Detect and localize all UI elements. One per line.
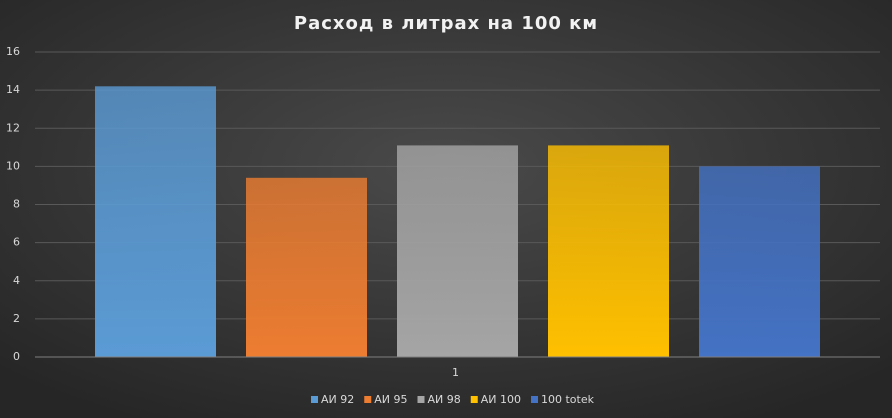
- bar: [699, 166, 820, 357]
- bar: [548, 145, 669, 357]
- legend-marker: [531, 396, 538, 403]
- y-tick-label: 2: [13, 312, 20, 325]
- y-tick-label: 12: [6, 121, 20, 134]
- bar: [246, 177, 367, 357]
- legend-marker: [470, 396, 478, 403]
- legend-label: 100 totek: [541, 393, 595, 406]
- y-tick-label: 10: [6, 159, 20, 172]
- legend-label: АИ 100: [481, 393, 521, 406]
- legend-marker: [417, 396, 425, 403]
- legend-marker: [311, 396, 318, 403]
- y-tick-label: 16: [6, 45, 20, 58]
- legend-label: АИ 92: [321, 393, 354, 406]
- legend-label: АИ 95: [374, 393, 407, 406]
- bar: [397, 145, 518, 357]
- y-tick-label: 8: [13, 198, 20, 211]
- legend-label: АИ 98: [428, 393, 461, 406]
- chart-title: Расход в литрах на 100 км: [294, 13, 598, 34]
- y-tick-label: 0: [13, 350, 20, 363]
- bar: [95, 86, 216, 357]
- x-tick-label: 1: [452, 366, 459, 379]
- y-tick-label: 6: [13, 236, 20, 249]
- y-tick-label: 14: [6, 83, 20, 96]
- legend-marker: [364, 396, 372, 403]
- y-tick-label: 4: [13, 274, 20, 287]
